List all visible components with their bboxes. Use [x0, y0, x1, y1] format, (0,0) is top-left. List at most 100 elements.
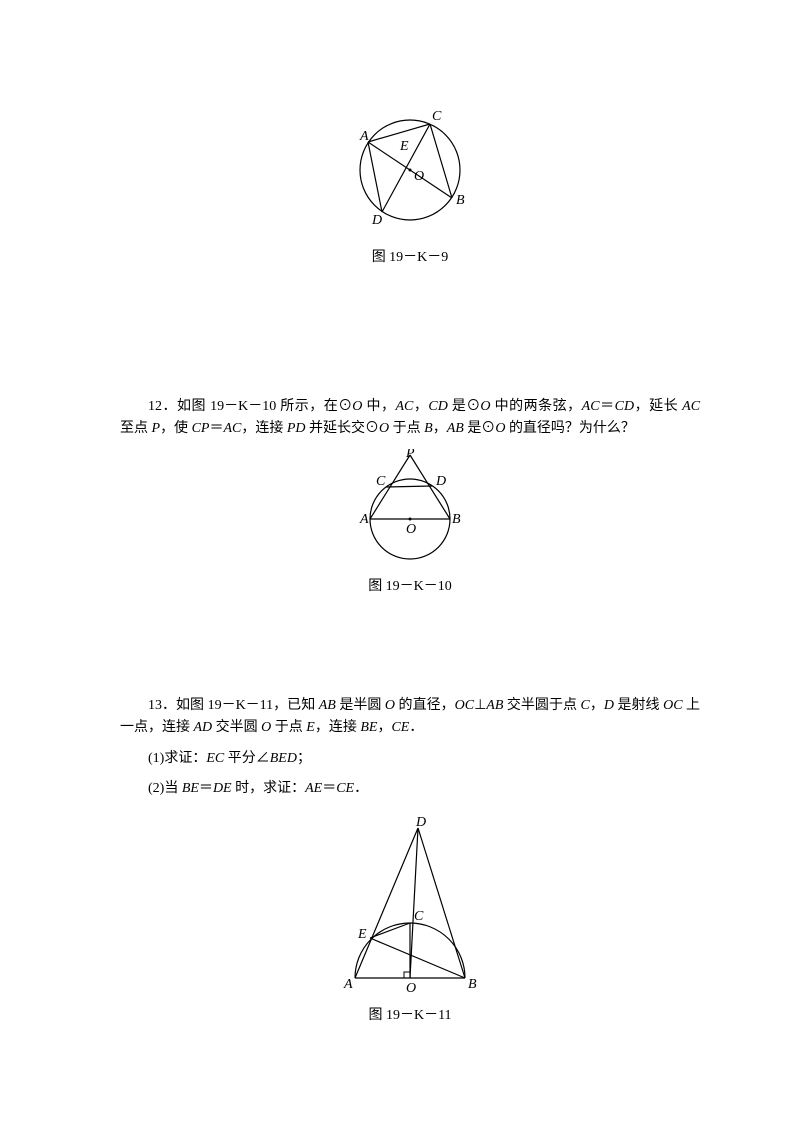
p13-b: 是半圆 [336, 698, 385, 713]
p13s2-a: (2)当 [148, 781, 182, 796]
p12-CD2: CD [615, 399, 634, 414]
p13-OC: OC [455, 698, 474, 713]
p13s1-b: 平分∠ [224, 751, 270, 766]
p13s2-c: 时，求证： [232, 781, 306, 796]
p12-AB: AB [447, 421, 464, 436]
p12-AC1: AC [395, 399, 413, 414]
p13s2-e: ． [354, 781, 368, 796]
figure-19-k-11-svg: D C E A O B [320, 808, 500, 998]
problem-12-text: 12．如图 19－K－10 所示，在⊙O 中，AC，CD 是⊙O 中的两条弦，A… [120, 396, 700, 441]
p12-t10: ，连接 [241, 421, 287, 436]
p12-AC3: AC [682, 399, 700, 414]
problem-13-sub1: (1)求证：EC 平分∠BED； [120, 748, 700, 770]
figure-19-k-10: P C D A B O 图 19－K－10 [120, 449, 700, 595]
figure-19-k-9-svg: A C B D E O [340, 100, 480, 240]
p13-k: ，连接 [315, 720, 361, 735]
label-B3: B [468, 977, 477, 992]
p13s1-BED: BED [270, 751, 297, 766]
p12-O3: O [379, 421, 389, 436]
p13s2-DE: DE [213, 781, 232, 796]
label-O2: O [406, 522, 416, 537]
p12-t8: ，使 [160, 421, 192, 436]
p13-j: 于点 [271, 720, 306, 735]
p12-t15: 的直径吗？为什么？ [505, 421, 635, 436]
label-A: A [359, 129, 369, 144]
p13-AB: AB [319, 698, 336, 713]
p13-e: 交半圆于点 [503, 698, 580, 713]
p13s2-b: ＝ [199, 781, 213, 796]
p13-c: 的直径， [395, 698, 455, 713]
p12-t2b: ， [413, 399, 428, 414]
label-C2: C [376, 474, 386, 489]
spacer-2 [120, 615, 700, 695]
p13-l: ， [377, 720, 391, 735]
caption-19-k-10: 图 19－K－10 [120, 575, 700, 595]
p12-t9: ＝ [209, 421, 223, 436]
p12-t6: ，延长 [634, 399, 682, 414]
p12-t13: ， [433, 421, 447, 436]
p12-B: B [424, 421, 433, 436]
p13-a: 13．如图 19－K－11，已知 [148, 698, 319, 713]
p13-AB2: AB [486, 698, 503, 713]
p13-BE: BE [360, 720, 377, 735]
p13-O2: O [261, 720, 271, 735]
p13-f: ， [590, 698, 604, 713]
label-D2: D [435, 474, 446, 489]
label-C: C [432, 109, 442, 124]
p12-t3: 是⊙ [448, 399, 481, 414]
p12-t12: 于点 [389, 421, 424, 436]
problem-13-sub2: (2)当 BE＝DE 时，求证：AE＝CE． [120, 778, 700, 800]
label-C3: C [414, 909, 424, 924]
p13s1-EC: EC [206, 751, 224, 766]
p12-t1: 12．如图 19－K－10 所示，在⊙ [148, 399, 352, 414]
p13s2-CE: CE [336, 781, 354, 796]
label-A3: A [343, 977, 353, 992]
label-A2: A [359, 512, 369, 527]
p12-t14: 是⊙ [464, 421, 496, 436]
p13-i: 交半圆 [212, 720, 261, 735]
problem-13-text: 13．如图 19－K－11，已知 AB 是半圆 O 的直径，OC⊥AB 交半圆于… [120, 695, 700, 740]
p13-m: ． [409, 720, 423, 735]
p13s1-a: (1)求证： [148, 751, 206, 766]
p12-t5: ＝ [600, 399, 615, 414]
p12-O2: O [480, 399, 490, 414]
p12-t4: 中的两条弦， [491, 399, 582, 414]
figure-19-k-9: A C B D E O 图 19－K－9 [120, 100, 700, 266]
p12-O1: O [352, 399, 362, 414]
caption-19-k-11: 图 19－K－11 [120, 1004, 700, 1024]
p13-CE: CE [391, 720, 409, 735]
p12-t11: 并延长交⊙ [306, 421, 380, 436]
p12-PD: PD [287, 421, 306, 436]
p12-CP: CP [192, 421, 210, 436]
label-P: P [405, 449, 415, 461]
p12-CD1: CD [428, 399, 447, 414]
p13s2-BE: BE [182, 781, 199, 796]
p13-E: E [306, 720, 315, 735]
label-E: E [399, 139, 409, 154]
p13-C: C [581, 698, 590, 713]
label-B: B [456, 193, 465, 208]
p12-t2: 中， [362, 399, 395, 414]
p13s2-AE: AE [305, 781, 322, 796]
p12-O4: O [495, 421, 505, 436]
label-D3: D [415, 815, 426, 830]
p13s1-c: ； [297, 751, 311, 766]
p12-AC2: AC [582, 399, 600, 414]
label-O3: O [406, 981, 416, 996]
p13-OC2: OC [663, 698, 682, 713]
p12-P: P [152, 421, 161, 436]
label-O: O [414, 169, 424, 184]
p13-D: D [604, 698, 614, 713]
p13-O: O [385, 698, 395, 713]
caption-19-k-9: 图 19－K－9 [120, 246, 700, 266]
figure-19-k-11: D C E A O B 图 19－K－11 [120, 808, 700, 1024]
label-D: D [371, 213, 382, 228]
p12-t7: 至点 [120, 421, 152, 436]
p13-d: ⊥ [474, 698, 486, 713]
label-B2: B [452, 512, 461, 527]
p13s2-d: ＝ [322, 781, 336, 796]
page-content: A C B D E O 图 19－K－9 12．如图 19－K－10 所示，在⊙… [0, 0, 800, 1084]
spacer [120, 286, 700, 396]
figure-19-k-10-svg: P C D A B O [340, 449, 480, 569]
p13-g: 是射线 [614, 698, 663, 713]
